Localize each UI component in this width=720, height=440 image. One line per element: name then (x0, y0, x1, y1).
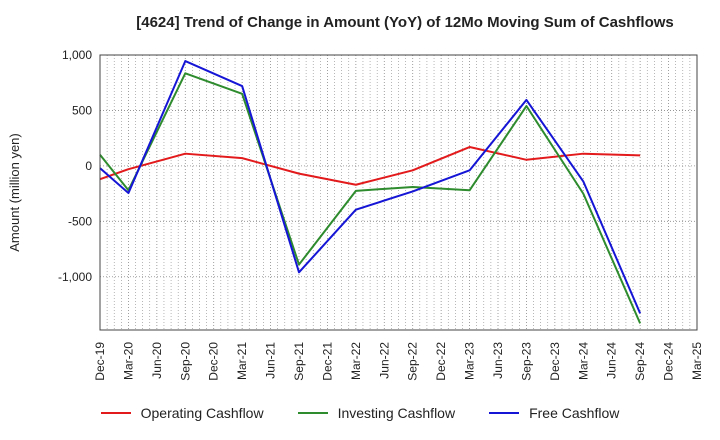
y-axis-label: Amount (million yen) (7, 133, 22, 252)
x-tick-label: Mar-24 (576, 342, 590, 380)
x-tick-label: Jun-24 (605, 342, 619, 379)
chart-title: [4624] Trend of Change in Amount (YoY) o… (136, 14, 674, 31)
x-tick-label: Jun-21 (264, 342, 278, 379)
y-tick-label: 1,000 (62, 48, 92, 62)
legend-label-operating: Operating Cashflow (140, 405, 264, 421)
series-line-free-cashflow (99, 60, 642, 314)
legend-label-free: Free Cashflow (529, 405, 620, 421)
plot-frame (99, 54, 698, 331)
x-tick-label: Jun-23 (491, 342, 505, 379)
y-axis: 1,000 500 0 -500 -1,000 (58, 48, 92, 284)
x-tick-label: Sep-20 (178, 342, 192, 381)
x-tick-label: Dec-21 (320, 342, 334, 381)
x-tick-label: Mar-23 (463, 342, 477, 380)
legend: Operating Cashflow Investing Cashflow Fr… (0, 405, 720, 421)
x-tick-label: Dec-20 (207, 342, 221, 381)
x-tick-label: Mar-25 (690, 342, 704, 380)
x-tick-label: Mar-21 (235, 342, 249, 380)
series-lines (99, 60, 642, 324)
legend-item-free: Free Cashflow (489, 405, 619, 421)
x-tick-label: Dec-22 (434, 342, 448, 381)
x-axis: Dec-19 Mar-20 Jun-20 Sep-20 Dec-20 Mar-21 Jun-… (93, 342, 704, 381)
legend-swatch-operating (100, 412, 131, 414)
x-tick-label: Mar-22 (349, 342, 363, 380)
legend-item-investing: Investing Cashflow (297, 405, 456, 421)
legend-swatch-free (489, 412, 520, 414)
series-line-operating-cashflow (99, 146, 641, 186)
series-line-investing-cashflow (99, 72, 642, 324)
y-tick-label: 500 (72, 103, 92, 117)
legend-label-investing: Investing Cashflow (337, 405, 456, 421)
x-tick-label: Dec-19 (93, 342, 107, 381)
grid (99, 54, 697, 330)
x-tick-label: Jun-20 (150, 342, 164, 379)
x-tick-label: Sep-22 (406, 342, 420, 381)
legend-swatch-investing (297, 412, 328, 414)
y-tick-label: -1,000 (58, 270, 92, 284)
y-tick-label: 0 (85, 159, 92, 173)
x-tick-label: Dec-23 (548, 342, 562, 381)
x-tick-label: Mar-20 (121, 342, 135, 380)
x-tick-label: Sep-21 (292, 342, 306, 381)
x-tick-label: Sep-24 (633, 342, 647, 381)
y-tick-label: -500 (68, 214, 92, 228)
x-tick-label: Sep-23 (519, 342, 533, 381)
x-tick-label: Dec-24 (662, 342, 676, 381)
x-tick-label: Jun-22 (377, 342, 391, 379)
legend-item-operating: Operating Cashflow (100, 405, 264, 421)
